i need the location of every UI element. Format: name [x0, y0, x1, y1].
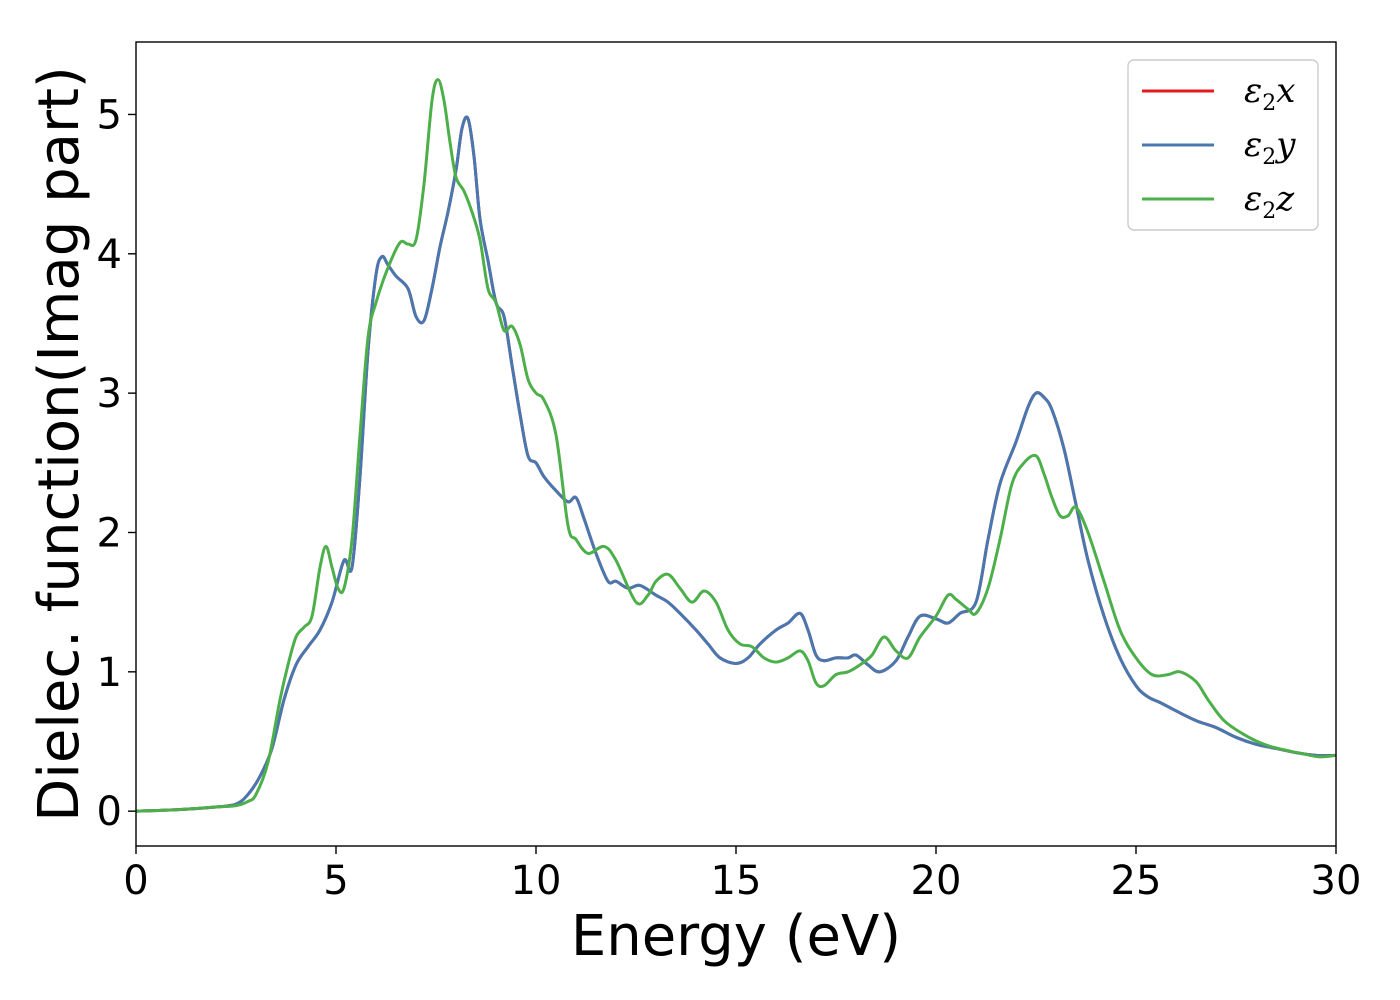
- series-layer: [135, 78, 1337, 813]
- legend-label-y: ε2y: [1244, 125, 1296, 170]
- x-tick-label: 20: [911, 858, 962, 904]
- x-axis-label: Energy (eV): [571, 904, 901, 969]
- x-tick-label: 15: [711, 858, 762, 904]
- x-tick-label: 5: [323, 858, 348, 904]
- y-tick-label: 3: [97, 371, 122, 417]
- y-tick-label: 0: [97, 789, 122, 835]
- y-tick-label: 5: [97, 92, 122, 138]
- x-tick-label: 0: [123, 858, 148, 904]
- y-axis-label: Dielec. function(Imag part): [27, 66, 92, 822]
- y-tick-label: 4: [97, 232, 122, 278]
- x-tick-label: 25: [1111, 858, 1162, 904]
- legend: ε2x ε2y ε2z: [1127, 59, 1319, 231]
- legend-label-z: ε2z: [1244, 179, 1295, 224]
- x-axis: 0 5 10 15 20 25 30: [123, 846, 1361, 904]
- x-tick-label: 10: [511, 858, 562, 904]
- y-axis: 0 1 2 3 4 5: [97, 92, 136, 835]
- x-tick-label: 30: [1311, 858, 1362, 904]
- y-tick-label: 1: [97, 650, 122, 696]
- series-line-z: [135, 78, 1337, 813]
- series-line-y: [135, 115, 1337, 813]
- y-tick-label: 2: [97, 510, 122, 556]
- legend-box: [1127, 59, 1319, 231]
- legend-label-x: ε2x: [1244, 71, 1295, 116]
